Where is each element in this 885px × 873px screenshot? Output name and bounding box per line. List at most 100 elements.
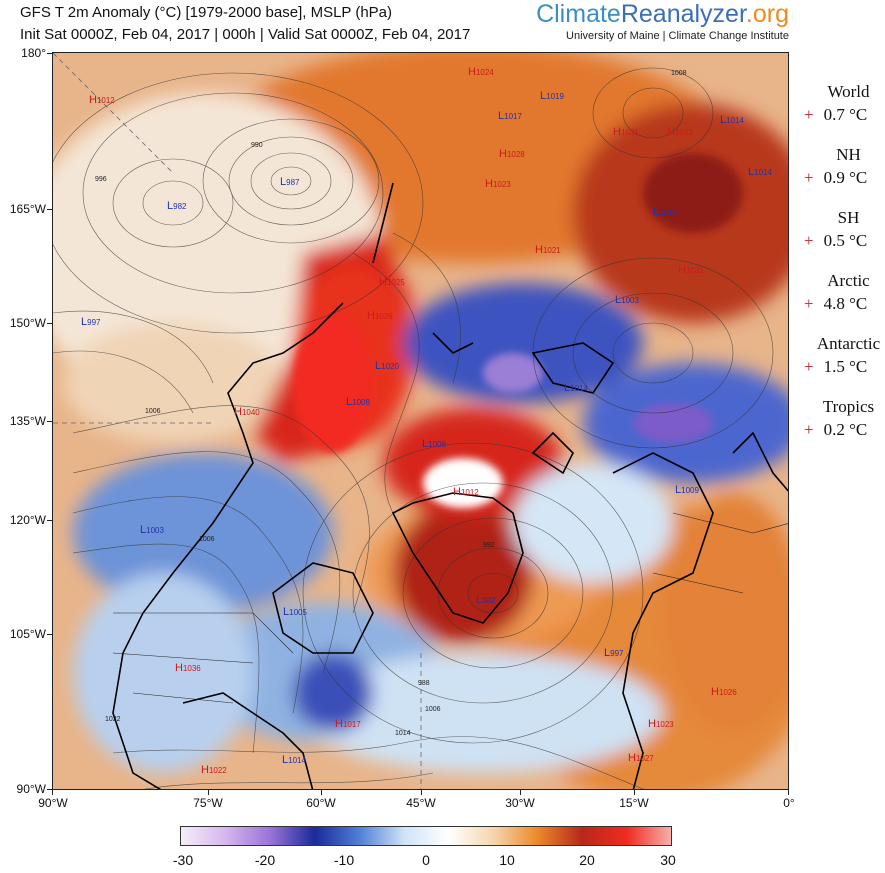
axis-label-lon: 90°W [16, 782, 46, 796]
contour-label: 1006 [199, 536, 215, 543]
pressure-center: L982 [167, 200, 187, 212]
axis-label-lon: 105°W [9, 627, 46, 641]
colorbar-label: -20 [254, 852, 276, 868]
colorbar-label: -10 [333, 852, 355, 868]
stat-sign: + [804, 420, 814, 439]
map-title: GFS T 2m Anomaly (°C) [1979-2000 base], … [20, 4, 393, 21]
brand-part-reanalyzer: Reanalyzer [620, 0, 746, 28]
stat-region: SH [837, 208, 860, 227]
contour-label: 996 [95, 176, 107, 183]
stat-value: 0.7 °C [823, 105, 868, 124]
stat-value: 4.8 °C [823, 294, 868, 313]
pressure-center: H1028 [499, 148, 525, 160]
pressure-center: L987 [280, 176, 300, 188]
pressure-center: L1003 [615, 294, 639, 306]
map-subtitle: Init Sat 0000Z, Feb 04, 2017 | 000h | Va… [20, 26, 471, 43]
axis-label-lon: 165°W [9, 202, 46, 216]
contour-label: 992 [483, 542, 495, 549]
axis-tick [47, 421, 52, 422]
axis-label-lon: 75°W [193, 796, 223, 810]
stat-arctic: Arctic +4.8 °C [800, 271, 885, 314]
contour-label: 1006 [145, 408, 161, 415]
axis-label-lon: 0° [783, 796, 795, 810]
axis-tick [208, 790, 209, 795]
colorbar-label: 20 [579, 852, 595, 868]
axis-label-lon: 120°W [9, 513, 46, 527]
coastlines [112, 182, 788, 789]
pressure-center: L1014 [282, 754, 306, 766]
stat-region: NH [836, 145, 861, 164]
contour-label: 1014 [395, 730, 411, 737]
brand-logo[interactable]: ClimateReanalyzer.org [536, 0, 789, 29]
colorbar-label: -30 [172, 852, 194, 868]
axis-tick [520, 790, 521, 795]
pressure-center: L1014 [720, 114, 744, 126]
colorbar-label: 10 [499, 852, 515, 868]
pressure-center: H1026 [367, 310, 393, 322]
pressure-center: L1014 [748, 166, 772, 178]
pressure-center: H1023 [485, 178, 511, 190]
axis-tick [47, 209, 52, 210]
anomaly-map[interactable]: H1012 H1024 L1019 L1017 L1014 H1033 H103… [52, 52, 789, 790]
axis-label-lon: 135°W [9, 414, 46, 428]
axis-label-lon: 60°W [306, 796, 336, 810]
pressure-center: L1003 [140, 524, 164, 536]
pressure-center: H1022 [201, 764, 227, 776]
contour-label: 988 [418, 680, 430, 687]
pressure-center: L1019 [540, 90, 564, 102]
axis-label-lon: 30°W [505, 796, 535, 810]
pressure-centers: H1012 H1024 L1019 L1017 L1014 H1033 H103… [81, 66, 772, 776]
pressure-center: H1025 [379, 276, 405, 288]
axis-tick [47, 520, 52, 521]
axis-label-lon: 45°W [406, 796, 436, 810]
stat-value: 0.2 °C [823, 420, 868, 439]
pressure-center: H1017 [335, 718, 361, 730]
brand-part-climate: Climate [536, 0, 621, 28]
pressure-center: H1023 [648, 718, 674, 730]
pressure-center: H1027 [628, 752, 654, 764]
pressure-center: H1040 [234, 406, 260, 418]
brand-subtitle: University of Maine | Climate Change Ins… [566, 30, 789, 42]
pressure-center: H1031 [613, 126, 639, 138]
stat-sign: + [804, 294, 814, 313]
axis-tick [47, 53, 52, 54]
isobars [53, 67, 774, 789]
axis-tick [321, 790, 322, 795]
axis-tick [47, 323, 52, 324]
stat-value: 0.5 °C [823, 231, 868, 250]
borders [112, 512, 788, 704]
stat-sign: + [804, 105, 814, 124]
axis-label-lon: 90°W [38, 796, 68, 810]
stat-region: Antarctic [816, 334, 881, 353]
brand-part-org: .org [745, 0, 789, 28]
pressure-center: H1036 [175, 662, 201, 674]
pressure-center: H1021 [535, 244, 561, 256]
pressure-center: L1012 [653, 206, 677, 218]
axis-label-lon: 150°W [9, 316, 46, 330]
axis-tick [634, 790, 635, 795]
pressure-center: L982 [476, 594, 496, 606]
stat-antarctic: Antarctic +1.5 °C [800, 334, 885, 377]
axis-tick [47, 634, 52, 635]
pressure-center: H1024 [468, 66, 494, 78]
pressure-center: L1014 [564, 382, 588, 394]
pressure-center: H1031 [678, 264, 704, 276]
pressure-center: H1012 [453, 486, 479, 498]
stat-nh: NH +0.9 °C [800, 145, 885, 188]
temperature-anomaly-detail [293, 153, 743, 508]
stat-value: 1.5 °C [823, 357, 868, 376]
contour-labels: 990 996 1006 1008 1014 988 1006 1022 992… [95, 70, 687, 737]
graticule [53, 53, 422, 789]
pressure-center: L997 [604, 647, 624, 659]
pressure-center: H1026 [711, 686, 737, 698]
stat-world: World +0.7 °C [800, 82, 885, 125]
pressure-center: L1008 [346, 396, 370, 408]
stat-region: Arctic [827, 271, 870, 290]
axis-tick [47, 789, 52, 790]
pressure-center: L1005 [283, 606, 307, 618]
pressure-center: L1009 [675, 484, 699, 496]
pressure-center: H1012 [89, 94, 115, 106]
contour-label: 1022 [105, 716, 121, 723]
axis-tick [421, 790, 422, 795]
contour-label: 1006 [425, 706, 441, 713]
